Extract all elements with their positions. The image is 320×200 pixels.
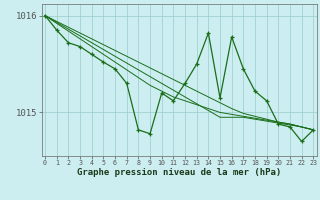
X-axis label: Graphe pression niveau de la mer (hPa): Graphe pression niveau de la mer (hPa) <box>77 168 281 177</box>
